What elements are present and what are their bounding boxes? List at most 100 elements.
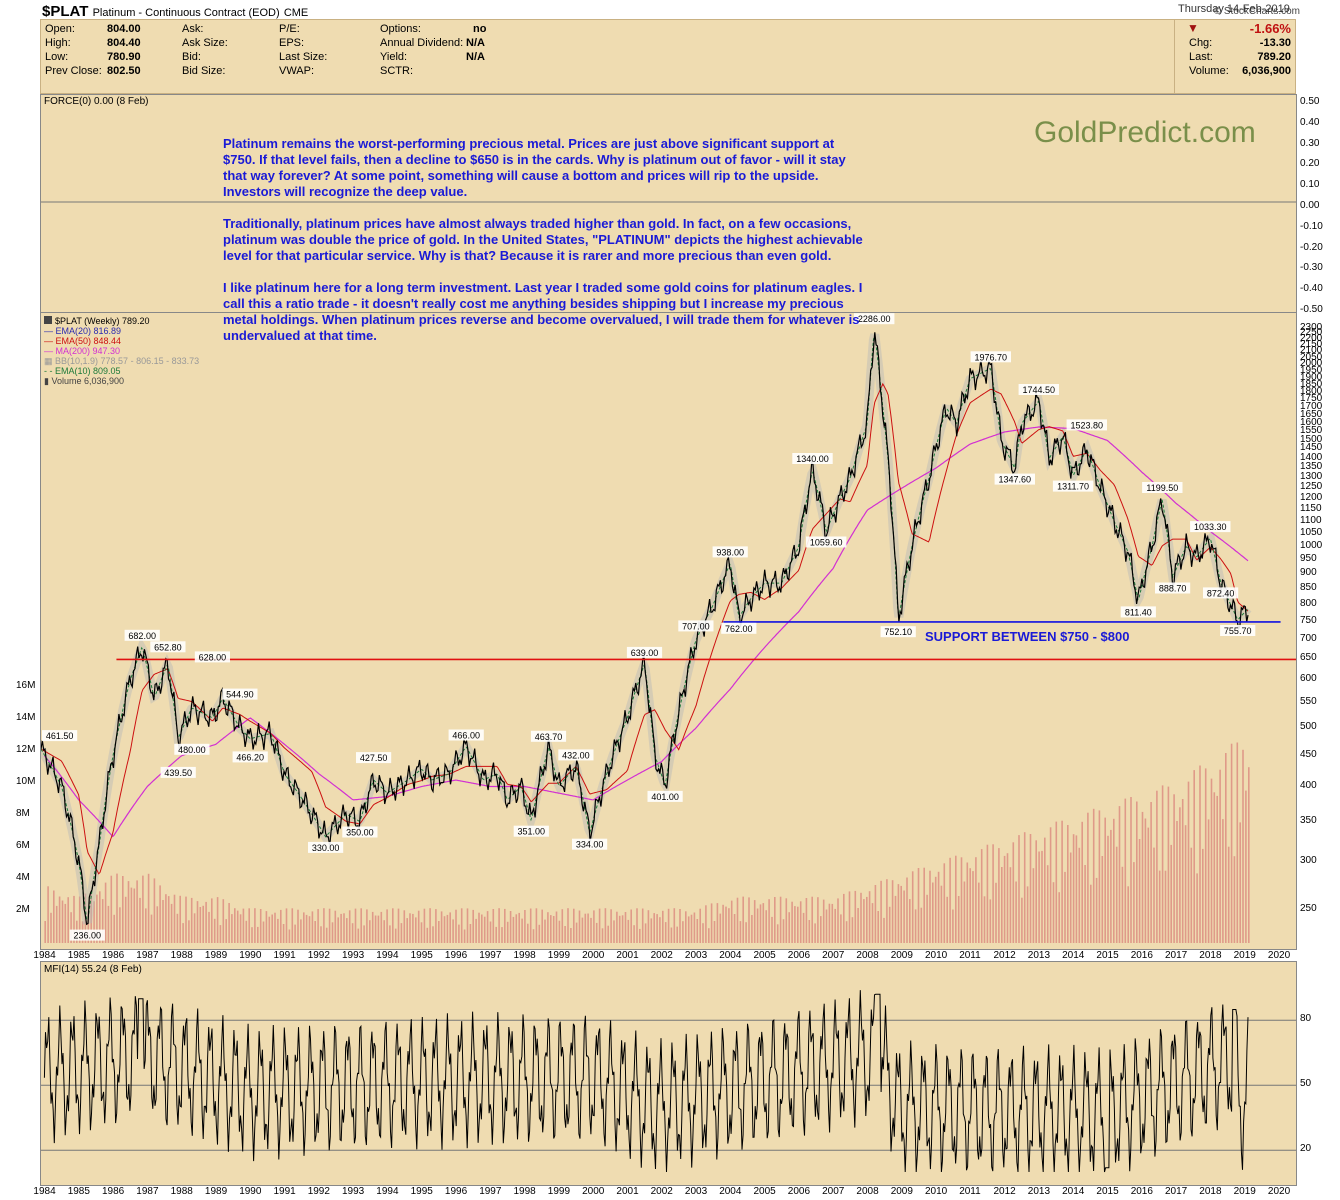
price-label: 872.40 (1207, 588, 1235, 598)
price-axis-tick: 1200 (1300, 491, 1323, 503)
volume-bar (101, 899, 104, 943)
volume-bar (1176, 821, 1178, 943)
volume-bar (561, 909, 564, 943)
volume-bar (1104, 817, 1106, 943)
volume-bar (906, 877, 908, 943)
volume-bar (751, 915, 753, 943)
volume-bar (693, 912, 696, 943)
volume-bar (820, 916, 822, 943)
volume-bar (1078, 847, 1081, 943)
volume-bar (190, 897, 193, 943)
volume-bar (742, 896, 744, 943)
high-label: High: (45, 37, 71, 49)
volume-value: 6,036,900 (1242, 65, 1291, 77)
price-axis-tick: 1850 (1300, 378, 1323, 390)
price-label: 752.10 (884, 627, 912, 637)
volume-bar (371, 911, 374, 943)
quote-date: Thursday 14-Feb-2019 (1178, 3, 1290, 15)
volume-bar (558, 920, 561, 943)
price-axis-tick: 600 (1300, 673, 1317, 685)
yield-label: Yield: (380, 51, 408, 63)
price-label: 401.00 (651, 792, 679, 802)
volume-bar (481, 914, 483, 943)
year-tick: 2008 (856, 950, 879, 961)
volume-bar (578, 910, 581, 943)
price-axis-tick: 1950 (1300, 364, 1323, 376)
year-tick: 2010 (925, 950, 948, 961)
volume-bar (314, 921, 316, 943)
price-label-box (342, 826, 378, 838)
volume-bar (455, 909, 457, 943)
volume-bar (575, 922, 578, 943)
year-tick: 1995 (410, 1186, 433, 1197)
price-label-box (806, 536, 847, 548)
year-tick: 2012 (993, 950, 1016, 961)
volume-bar (1121, 866, 1124, 943)
volume-bar (1035, 840, 1037, 943)
volume-bar (920, 907, 923, 943)
price-axis-tick: 2050 (1300, 351, 1323, 363)
volume-bar (343, 913, 345, 943)
volume-bar (236, 910, 239, 943)
legend-ema10: - - EMA(10) 809.05 (44, 366, 121, 376)
volume-bar (946, 896, 948, 943)
year-tick: 2001 (616, 950, 639, 961)
volume-bar (1204, 768, 1207, 943)
volume-bar (1041, 850, 1043, 943)
year-tick: 1989 (204, 1186, 228, 1197)
volume-bar (854, 890, 857, 943)
volume-bar (682, 921, 684, 943)
price-axis-tick: 1700 (1300, 400, 1323, 412)
last-size-label: Last Size: (279, 51, 328, 63)
symbol-title: $PLAT Platinum - Continuous Contract (EO… (42, 3, 308, 20)
price-label: 330.00 (312, 843, 340, 853)
price-axis-tick: 1550 (1300, 424, 1323, 436)
volume-bar (1023, 832, 1026, 943)
volume-bar (937, 871, 940, 943)
yield-value: N/A (466, 51, 485, 63)
percent-change: -1.66% (1249, 21, 1291, 36)
volume-bar (47, 886, 49, 943)
mfi-axis-tick: 20 (1300, 1143, 1312, 1155)
price-label-box (994, 473, 1035, 485)
price-axis-tick: 550 (1300, 696, 1317, 708)
price-label-box (626, 646, 663, 658)
volume-bar (360, 908, 362, 943)
price-axis-tick: 1050 (1300, 526, 1323, 538)
volume-bar (202, 905, 204, 943)
year-tick: 2000 (582, 950, 605, 961)
force-axis-tick: -0.20 (1300, 241, 1323, 253)
volume-bar (1199, 765, 1201, 943)
volume-bar (90, 892, 92, 943)
volume-bar (119, 907, 121, 943)
volume-bar (495, 926, 497, 943)
volume-bar (1161, 785, 1164, 943)
volume-bar (409, 913, 411, 943)
volume-bar (888, 906, 891, 943)
last-label: Last: (1189, 51, 1213, 63)
volume-bar (550, 915, 552, 943)
volume-bar (67, 897, 69, 943)
mfi-axis-tick: 50 (1300, 1078, 1312, 1090)
annotation-p3: I like platinum here for a long term inv… (223, 280, 863, 343)
year-tick: 1984 (33, 1186, 56, 1197)
volume-bar (348, 910, 351, 943)
summary-box: ▼ -1.66% Chg: -13.30 Last: 789.20 Volume… (1174, 19, 1296, 94)
volume-axis-tick: 4M (16, 872, 30, 883)
price-axis-tick: 2300 (1300, 321, 1323, 333)
volume-bar (613, 920, 615, 943)
volume-bar (975, 857, 977, 943)
volume-bar (1239, 822, 1241, 943)
volume-bar (581, 917, 584, 943)
volume-bar (1144, 818, 1147, 943)
volume-bar (1147, 827, 1150, 943)
volume-bar (426, 927, 429, 943)
volume-bar (633, 925, 635, 943)
legend-bb-text: BB(10,1.9) 778.57 - 806.15 - 833.73 (55, 356, 200, 366)
volume-bar (225, 919, 227, 943)
force-axis-tick: 0.30 (1300, 137, 1320, 149)
price-axis-tick: 950 (1300, 553, 1317, 565)
volume-bar (1245, 790, 1247, 943)
year-tick: 2011 (959, 1186, 981, 1197)
price-axis-tick: 1350 (1300, 461, 1323, 473)
